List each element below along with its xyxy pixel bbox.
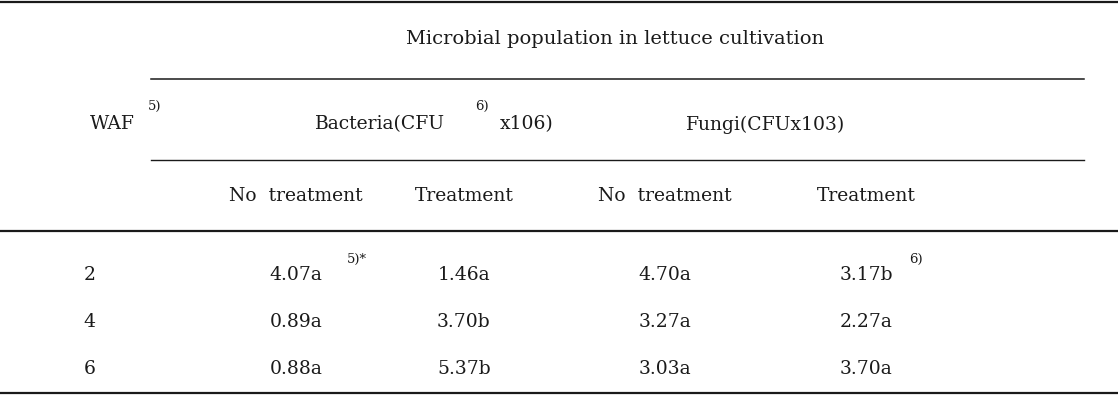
Text: 6): 6) <box>909 253 922 266</box>
Text: 0.89a: 0.89a <box>269 313 323 331</box>
Text: 4.07a: 4.07a <box>269 265 323 284</box>
Text: x106): x106) <box>500 115 553 134</box>
Text: Bacteria(CFU: Bacteria(CFU <box>315 115 445 134</box>
Text: Treatment: Treatment <box>415 186 513 205</box>
Text: 3.17b: 3.17b <box>840 265 893 284</box>
Text: 3.70a: 3.70a <box>840 360 893 378</box>
Text: 3.70b: 3.70b <box>437 313 491 331</box>
Text: 6): 6) <box>475 100 489 113</box>
Text: 5)*: 5)* <box>347 253 367 266</box>
Text: Treatment: Treatment <box>817 186 916 205</box>
Text: No  treatment: No treatment <box>229 186 363 205</box>
Text: WAF: WAF <box>89 115 134 134</box>
Text: 4: 4 <box>84 313 95 331</box>
Text: 3.03a: 3.03a <box>638 360 692 378</box>
Text: 0.88a: 0.88a <box>269 360 323 378</box>
Text: No  treatment: No treatment <box>598 186 732 205</box>
Text: 4.70a: 4.70a <box>638 265 692 284</box>
Text: Fungi(CFUx103): Fungi(CFUx103) <box>686 115 845 134</box>
Text: Microbial population in lettuce cultivation: Microbial population in lettuce cultivat… <box>406 30 824 49</box>
Text: 2.27a: 2.27a <box>840 313 893 331</box>
Text: 2: 2 <box>84 265 95 284</box>
Text: 5): 5) <box>148 100 161 113</box>
Text: 5.37b: 5.37b <box>437 360 491 378</box>
Text: 3.27a: 3.27a <box>638 313 692 331</box>
Text: 6: 6 <box>84 360 95 378</box>
Text: 1.46a: 1.46a <box>437 265 491 284</box>
